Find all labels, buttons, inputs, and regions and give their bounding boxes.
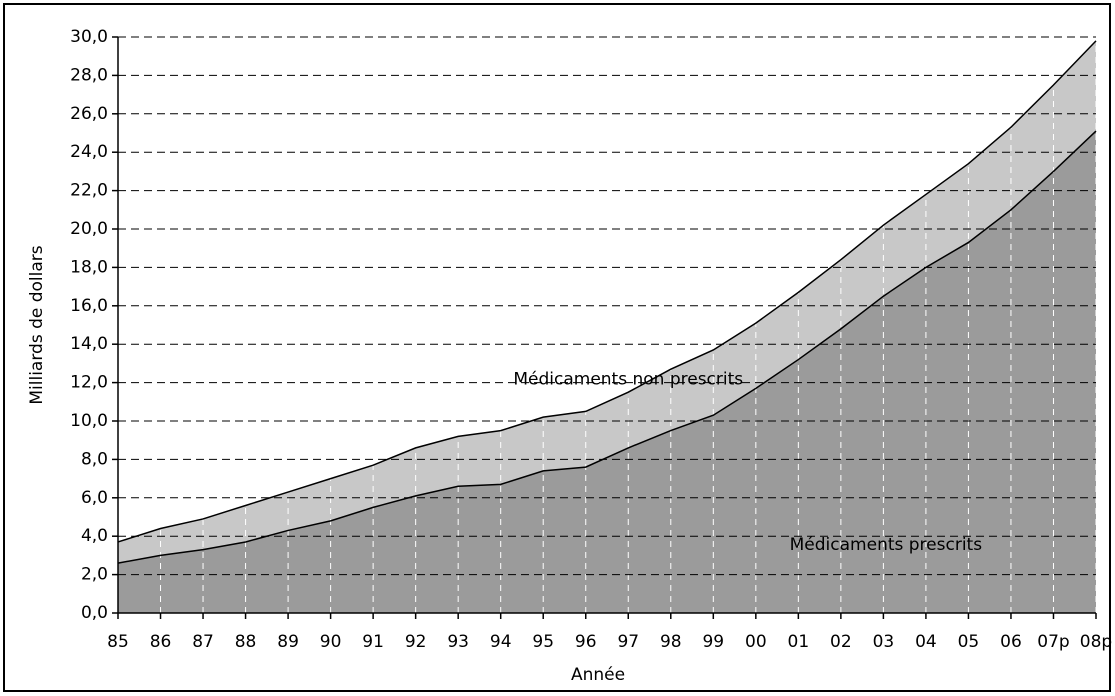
y-tick-label: 14,0 bbox=[70, 334, 108, 354]
x-tick-label: 95 bbox=[532, 632, 554, 652]
area bbox=[118, 131, 1096, 613]
x-tick-label: 86 bbox=[150, 632, 172, 652]
x-tick-label: 90 bbox=[320, 632, 342, 652]
x-tick-label: 98 bbox=[660, 632, 682, 652]
x-tick-label: 05 bbox=[958, 632, 980, 652]
y-tick-label: 12,0 bbox=[70, 373, 108, 393]
y-tick-label: 2,0 bbox=[81, 565, 108, 585]
x-tick-label: 06 bbox=[1000, 632, 1022, 652]
y-tick-label: 4,0 bbox=[81, 526, 108, 546]
series-label: Médicaments prescrits bbox=[790, 535, 983, 555]
x-tick-label: 85 bbox=[107, 632, 129, 652]
area-line bbox=[117, 130, 1097, 564]
x-tick-label: 94 bbox=[490, 632, 512, 652]
y-axis-label: Milliards de dollars bbox=[27, 245, 47, 404]
x-tick-label: 88 bbox=[235, 632, 257, 652]
y-tick-label: 0,0 bbox=[81, 603, 108, 623]
x-tick-label: 87 bbox=[192, 632, 214, 652]
x-tick-label: 99 bbox=[702, 632, 724, 652]
y-tick-label: 28,0 bbox=[70, 65, 108, 85]
y-tick-label: 10,0 bbox=[70, 411, 108, 431]
x-tick-label: 07p bbox=[1037, 632, 1069, 652]
x-tick-label: 00 bbox=[745, 632, 767, 652]
y-tick-label: 30,0 bbox=[70, 27, 108, 47]
series-label: Médicaments non prescrits bbox=[513, 369, 743, 389]
y-tick-label: 20,0 bbox=[70, 219, 108, 239]
y-tick-label: 22,0 bbox=[70, 181, 108, 201]
y-tick-label: 26,0 bbox=[70, 104, 108, 124]
x-tick-label: 03 bbox=[873, 632, 895, 652]
x-tick-label: 04 bbox=[915, 632, 937, 652]
x-axis-label: Année bbox=[571, 665, 625, 685]
x-tick-label: 92 bbox=[405, 632, 427, 652]
y-tick-label: 24,0 bbox=[70, 142, 108, 162]
y-tick-label: 6,0 bbox=[81, 488, 108, 508]
x-tick-label: 91 bbox=[362, 632, 384, 652]
x-tick-label: 89 bbox=[277, 632, 299, 652]
y-tick-label: 18,0 bbox=[70, 257, 108, 277]
x-tick-label: 96 bbox=[575, 632, 597, 652]
area-line bbox=[117, 40, 1097, 543]
x-tick-label: 01 bbox=[788, 632, 810, 652]
x-tick-label: 97 bbox=[617, 632, 639, 652]
x-tick-label: 08p bbox=[1080, 632, 1112, 652]
x-tick-label: 93 bbox=[447, 632, 469, 652]
x-tick-label: 02 bbox=[830, 632, 852, 652]
y-tick-label: 8,0 bbox=[81, 449, 108, 469]
y-tick-label: 16,0 bbox=[70, 296, 108, 316]
